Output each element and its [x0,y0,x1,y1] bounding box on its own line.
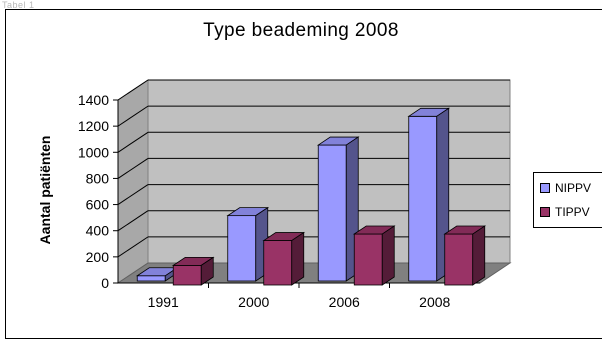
bar-side-tippv-1991 [200,256,214,286]
bar-nippv-2006 [317,144,347,282]
y-tick-label: 800 [86,170,110,186]
y-tick-label: 1400 [78,92,109,108]
x-tick-label: 2008 [419,294,450,310]
x-tick-label: 1991 [148,294,179,310]
bar-tippv-2006 [353,233,383,286]
gridline-side [117,131,149,153]
bar-tippv-2000 [263,240,293,286]
gridline-side [117,210,149,232]
legend-label-series-0: NIPPV [555,181,592,195]
legend-swatch-series-1 [540,207,550,217]
y-tick-label: 1200 [78,118,109,134]
y-tick-label: 0 [101,275,109,291]
y-tick-label: 400 [86,223,110,239]
legend-item-series-0: NIPPV [540,181,591,195]
bar-nippv-2000 [227,215,257,282]
legend-swatch-series-0 [540,183,550,193]
x-tick-label: 2000 [238,294,269,310]
x-tick-label: 2006 [329,294,360,310]
gridline-side [117,236,149,258]
gridline-side [117,184,149,205]
bar-tippv-1991 [172,264,202,286]
bar-tippv-2008 [444,233,474,286]
legend-label-series-1: TIPPV [555,205,590,219]
bar-side-tippv-2008 [472,225,486,286]
header-caption: Tabel 1 [2,0,35,10]
chart-title: Type beademing 2008 [203,20,399,41]
bar-nippv-1991 [136,275,166,282]
gridline-side [117,105,149,127]
y-tick-label: 200 [86,249,110,265]
bar-nippv-2008 [408,115,438,282]
gridline-side [117,79,149,101]
legend-item-series-1: TIPPV [540,205,590,219]
side-wall [117,79,149,284]
y-tick-label: 600 [86,197,110,213]
y-axis-title: Aantal patiënten [37,136,53,245]
y-tick-label: 1000 [78,144,109,160]
bar-side-tippv-2006 [381,225,395,286]
gridline-side [117,158,149,179]
bar-side-tippv-2000 [291,231,305,286]
legend: NIPPV TIPPV [533,172,602,228]
